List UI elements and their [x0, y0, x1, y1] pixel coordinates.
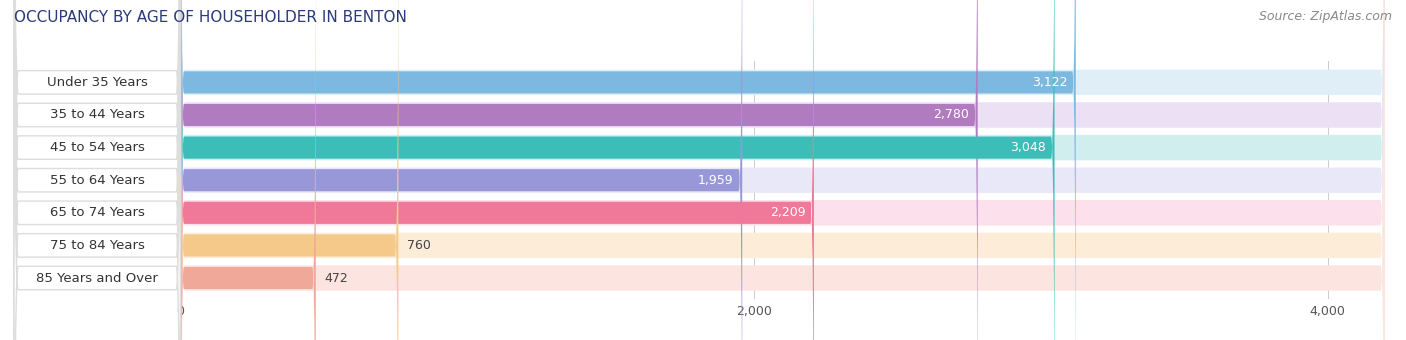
FancyBboxPatch shape: [180, 0, 1385, 340]
FancyBboxPatch shape: [14, 0, 180, 340]
Text: 35 to 44 Years: 35 to 44 Years: [49, 108, 145, 121]
FancyBboxPatch shape: [180, 0, 398, 340]
Text: Source: ZipAtlas.com: Source: ZipAtlas.com: [1258, 10, 1392, 23]
FancyBboxPatch shape: [14, 0, 180, 340]
Text: 3,048: 3,048: [1010, 141, 1046, 154]
FancyBboxPatch shape: [180, 0, 977, 340]
Text: 55 to 64 Years: 55 to 64 Years: [49, 174, 145, 187]
Text: 45 to 54 Years: 45 to 54 Years: [49, 141, 145, 154]
Text: 1,959: 1,959: [697, 174, 734, 187]
Text: Under 35 Years: Under 35 Years: [46, 76, 148, 89]
FancyBboxPatch shape: [14, 0, 180, 340]
FancyBboxPatch shape: [180, 0, 1385, 340]
FancyBboxPatch shape: [14, 0, 180, 340]
FancyBboxPatch shape: [180, 0, 1385, 340]
Text: 85 Years and Over: 85 Years and Over: [37, 272, 157, 285]
FancyBboxPatch shape: [14, 0, 180, 340]
FancyBboxPatch shape: [180, 0, 814, 340]
Text: 65 to 74 Years: 65 to 74 Years: [49, 206, 145, 219]
FancyBboxPatch shape: [14, 0, 180, 340]
FancyBboxPatch shape: [180, 0, 1076, 340]
FancyBboxPatch shape: [180, 0, 1385, 340]
Text: 2,209: 2,209: [769, 206, 806, 219]
Text: 472: 472: [325, 272, 349, 285]
FancyBboxPatch shape: [180, 0, 1385, 340]
FancyBboxPatch shape: [180, 0, 742, 340]
FancyBboxPatch shape: [180, 0, 1054, 340]
Text: 3,122: 3,122: [1032, 76, 1067, 89]
FancyBboxPatch shape: [180, 0, 316, 340]
FancyBboxPatch shape: [180, 0, 1385, 340]
Text: 760: 760: [406, 239, 430, 252]
FancyBboxPatch shape: [14, 0, 180, 340]
Text: 2,780: 2,780: [934, 108, 969, 121]
Text: OCCUPANCY BY AGE OF HOUSEHOLDER IN BENTON: OCCUPANCY BY AGE OF HOUSEHOLDER IN BENTO…: [14, 10, 406, 25]
Text: 75 to 84 Years: 75 to 84 Years: [49, 239, 145, 252]
FancyBboxPatch shape: [180, 0, 1385, 340]
